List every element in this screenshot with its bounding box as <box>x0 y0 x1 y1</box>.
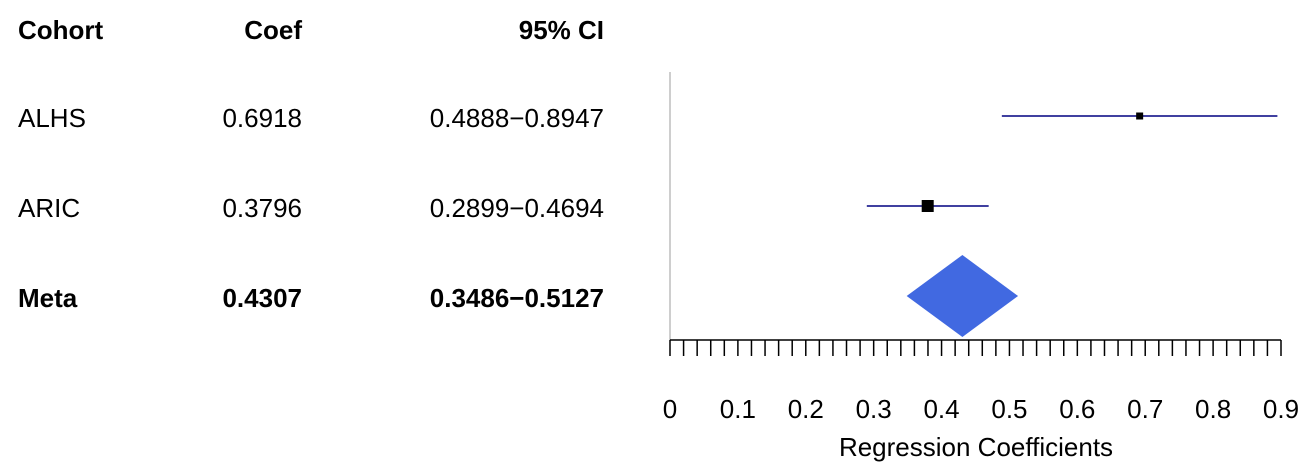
header-coef: Coef <box>244 15 302 45</box>
x-tick-label: 0.7 <box>1127 394 1163 424</box>
summary-diamond <box>906 255 1019 337</box>
x-tick-label: 0 <box>663 394 677 424</box>
row-ci: 0.2899−0.4694 <box>429 193 604 223</box>
row-cohort: ARIC <box>18 193 81 223</box>
header-ci: 95% CI <box>518 15 604 45</box>
row-coef: 0.6918 <box>222 103 302 133</box>
point-estimate <box>921 200 934 212</box>
header-cohort: Cohort <box>18 15 104 45</box>
x-tick-label: 0.8 <box>1195 394 1231 424</box>
x-tick-label: 0.1 <box>720 394 756 424</box>
x-tick-label: 0.9 <box>1263 394 1299 424</box>
summary-cohort: Meta <box>18 283 78 313</box>
x-tick-label: 0.6 <box>1059 394 1095 424</box>
summary-coef: 0.4307 <box>222 283 302 313</box>
x-axis-title: Regression Coefficients <box>839 432 1113 462</box>
row-cohort: ALHS <box>18 103 86 133</box>
x-tick-label: 0.2 <box>788 394 824 424</box>
x-tick-label: 0.3 <box>856 394 892 424</box>
row-coef: 0.3796 <box>222 193 302 223</box>
row-ci: 0.4888−0.8947 <box>429 103 604 133</box>
x-tick-label: 0.5 <box>991 394 1027 424</box>
x-tick-label: 0.4 <box>923 394 959 424</box>
point-estimate <box>1136 112 1144 120</box>
summary-ci: 0.3486−0.5127 <box>429 283 604 313</box>
